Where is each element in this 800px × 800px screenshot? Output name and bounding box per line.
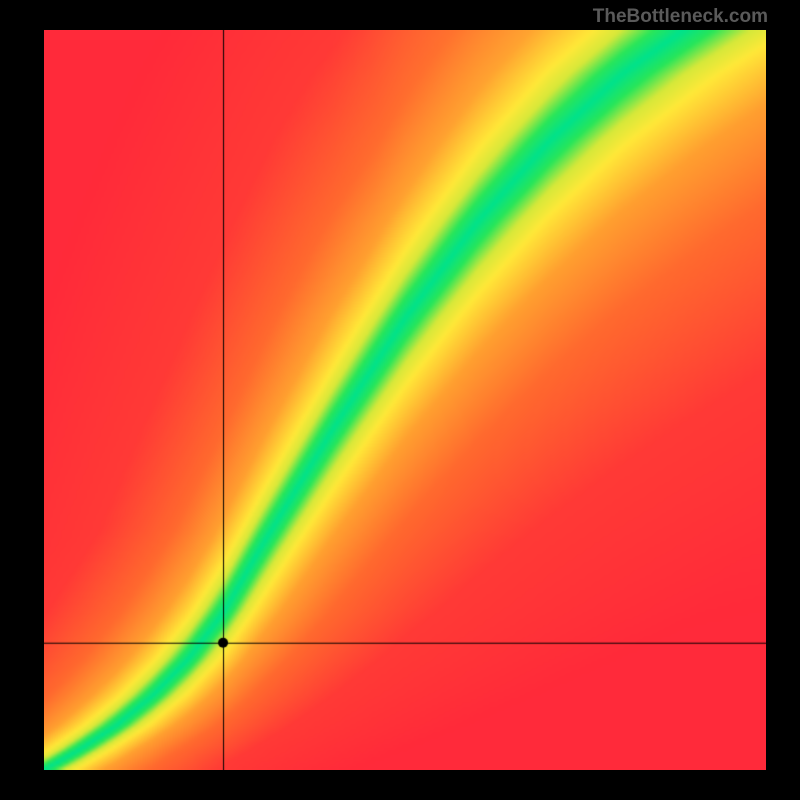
heatmap-plot	[44, 30, 766, 770]
watermark-text: TheBottleneck.com	[593, 6, 768, 28]
